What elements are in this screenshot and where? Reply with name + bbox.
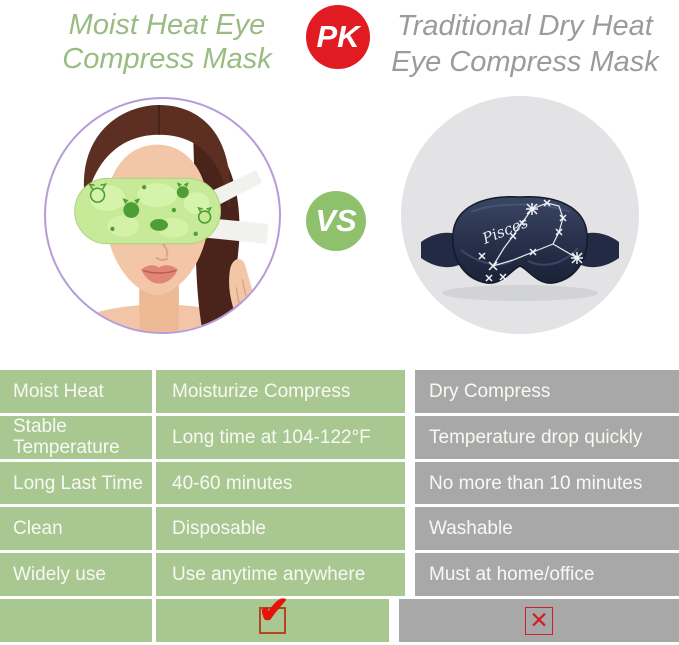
table-row: Stable Temperature Long time at 104-122°… (0, 415, 679, 459)
dry-mask-title: Traditional Dry Heat Eye Compress Mask (374, 8, 676, 80)
moist-cell: Use anytime anywhere (156, 553, 405, 597)
vs-badge: VS (306, 191, 366, 251)
feature-cell: Clean (0, 507, 152, 551)
moist-cell: Disposable (156, 507, 405, 551)
dry-mask-title-line1: Traditional Dry Heat (397, 10, 653, 42)
cross-icon: ✕ (525, 606, 553, 635)
check-icon: ✔ (258, 590, 290, 635)
dry-cell: No more than 10 minutes (415, 461, 679, 505)
dry-cell: Washable (415, 507, 679, 551)
cat-doodle-outlines (88, 183, 213, 224)
dry-silk-mask-illustration: Pisces (421, 196, 619, 301)
dry-cell: Dry Compress (415, 370, 679, 413)
verdict-row: ✔ ✕ (0, 590, 679, 642)
moist-mask-title-line1: Moist Heat Eye (68, 9, 266, 41)
moist-cell: Long time at 104-122°F (156, 415, 405, 459)
dry-verdict-cell: ✕ (399, 599, 679, 642)
moist-cell: Moisturize Compress (156, 370, 405, 413)
table-row: Widely use Use anytime anywhere Must at … (0, 553, 679, 597)
cat-doodle-fills (110, 182, 198, 237)
vs-badge-label: VS (315, 203, 357, 238)
moist-cell: 40-60 minutes (156, 461, 405, 505)
feature-cell-empty (0, 599, 152, 642)
table-row: Clean Disposable Washable (0, 507, 679, 551)
table-row: Long Last Time 40-60 minutes No more tha… (0, 461, 679, 505)
dry-mask-photo-circle: Pisces (401, 96, 639, 334)
feature-cell: Moist Heat (0, 370, 152, 413)
feature-cell: Widely use (0, 553, 152, 597)
constellation-stars (478, 199, 583, 282)
woman-wearing-moist-mask-illustration (53, 104, 275, 332)
moist-mask-photo-circle (44, 97, 281, 334)
comparison-table: Moist Heat Moisturize Compress Dry Compr… (0, 370, 679, 642)
dry-mask-title-line2: Eye Compress Mask (391, 46, 659, 78)
dry-cell: Must at home/office (415, 553, 679, 597)
feature-cell: Long Last Time (0, 461, 152, 505)
moist-mask-title: Moist Heat Eye Compress Mask (28, 8, 306, 76)
pk-badge: PK (306, 5, 370, 69)
feature-cell: Stable Temperature (0, 415, 152, 459)
moist-mask-title-line2: Compress Mask (62, 43, 272, 75)
table-row: Moist Heat Moisturize Compress Dry Compr… (0, 370, 679, 413)
pk-badge-label: PK (316, 19, 360, 54)
moist-verdict-cell: ✔ (156, 590, 389, 642)
dry-cell: Temperature drop quickly (415, 415, 679, 459)
